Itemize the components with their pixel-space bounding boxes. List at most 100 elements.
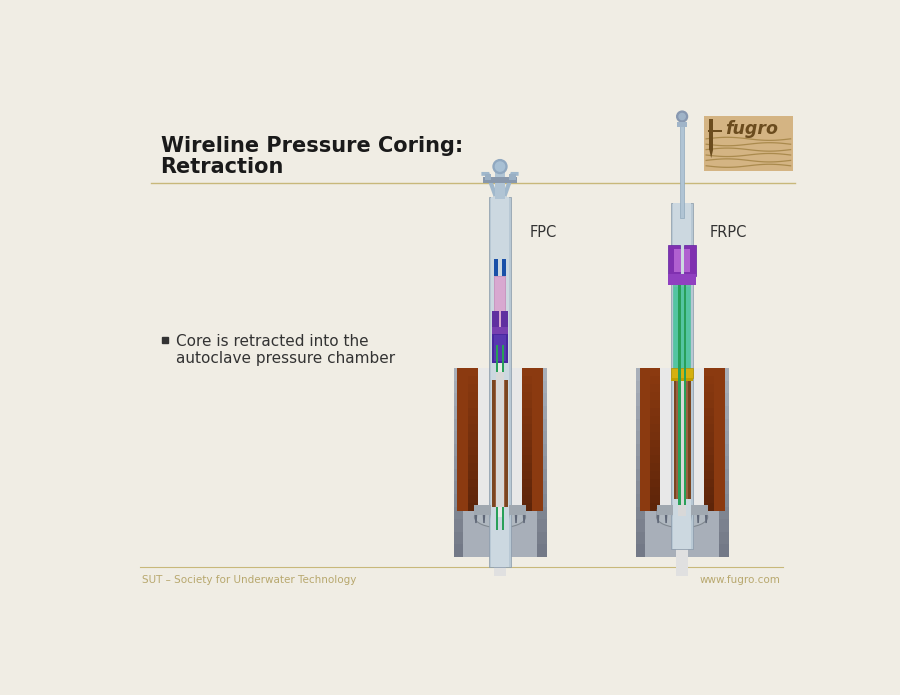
Polygon shape: [664, 509, 668, 523]
Bar: [673, 285, 691, 370]
Bar: [704, 376, 715, 384]
Bar: [500, 311, 508, 327]
Bar: [490, 197, 511, 567]
Bar: [704, 487, 715, 495]
Circle shape: [679, 113, 685, 120]
Text: FPC: FPC: [529, 224, 557, 240]
Bar: [635, 444, 645, 457]
Bar: [468, 439, 478, 448]
Bar: [537, 494, 546, 507]
Bar: [522, 455, 532, 464]
Text: SUT – Society for Underwater Technology: SUT – Society for Underwater Technology: [142, 575, 356, 584]
Bar: [684, 249, 690, 272]
Bar: [454, 406, 463, 418]
Polygon shape: [709, 149, 713, 158]
Bar: [522, 479, 532, 487]
Bar: [454, 431, 463, 444]
Bar: [635, 457, 645, 469]
Ellipse shape: [474, 506, 526, 528]
Bar: [468, 495, 478, 503]
Bar: [484, 174, 491, 181]
Bar: [635, 368, 729, 557]
Bar: [497, 363, 503, 517]
Bar: [704, 408, 715, 416]
Bar: [719, 368, 729, 381]
Polygon shape: [482, 509, 485, 523]
Bar: [719, 507, 729, 519]
Bar: [650, 503, 661, 511]
Text: Core is retracted into the: Core is retracted into the: [176, 334, 369, 350]
Bar: [684, 382, 686, 505]
Bar: [454, 393, 463, 406]
Bar: [657, 505, 707, 514]
Bar: [537, 444, 546, 457]
Bar: [635, 431, 645, 444]
Bar: [719, 406, 729, 418]
Bar: [454, 368, 463, 381]
Bar: [468, 471, 478, 479]
Bar: [522, 432, 532, 439]
Text: Retraction: Retraction: [160, 156, 284, 177]
Bar: [522, 471, 532, 479]
Polygon shape: [491, 509, 493, 523]
Bar: [478, 368, 522, 514]
Bar: [537, 507, 546, 519]
Bar: [537, 482, 546, 494]
Bar: [496, 345, 499, 530]
Bar: [522, 448, 532, 455]
Bar: [704, 392, 715, 400]
Bar: [468, 392, 478, 400]
Circle shape: [495, 162, 505, 171]
Bar: [719, 444, 729, 457]
Bar: [492, 311, 500, 327]
Bar: [704, 368, 725, 511]
Bar: [719, 494, 729, 507]
Bar: [704, 416, 715, 424]
Bar: [454, 368, 546, 557]
Bar: [650, 368, 661, 376]
Bar: [492, 327, 508, 334]
Polygon shape: [507, 509, 509, 523]
Bar: [676, 380, 688, 499]
Polygon shape: [474, 509, 478, 523]
Bar: [679, 285, 680, 393]
Bar: [635, 494, 645, 507]
Bar: [495, 168, 505, 199]
Bar: [635, 544, 645, 557]
Polygon shape: [482, 172, 497, 197]
Polygon shape: [680, 509, 684, 523]
Bar: [650, 392, 661, 400]
Bar: [522, 416, 532, 424]
Bar: [704, 503, 715, 511]
Bar: [522, 400, 532, 408]
Bar: [650, 376, 661, 384]
Bar: [719, 469, 729, 482]
Bar: [468, 503, 478, 511]
Bar: [468, 464, 478, 471]
Polygon shape: [672, 509, 676, 523]
Bar: [635, 532, 645, 544]
Circle shape: [677, 111, 688, 122]
Bar: [495, 380, 506, 507]
Bar: [704, 471, 715, 479]
Bar: [704, 400, 715, 408]
Bar: [707, 129, 722, 132]
Bar: [640, 368, 661, 511]
Bar: [537, 368, 546, 381]
Bar: [468, 400, 478, 408]
Bar: [522, 503, 532, 511]
Bar: [509, 174, 516, 181]
Ellipse shape: [656, 506, 707, 528]
Bar: [454, 444, 463, 457]
Bar: [650, 479, 661, 487]
Bar: [650, 455, 661, 464]
Bar: [468, 384, 478, 392]
Bar: [454, 418, 463, 431]
Bar: [719, 393, 729, 406]
Bar: [635, 482, 645, 494]
Bar: [468, 479, 478, 487]
Bar: [671, 368, 693, 377]
Polygon shape: [657, 509, 660, 523]
Bar: [454, 519, 463, 532]
Bar: [468, 376, 478, 384]
